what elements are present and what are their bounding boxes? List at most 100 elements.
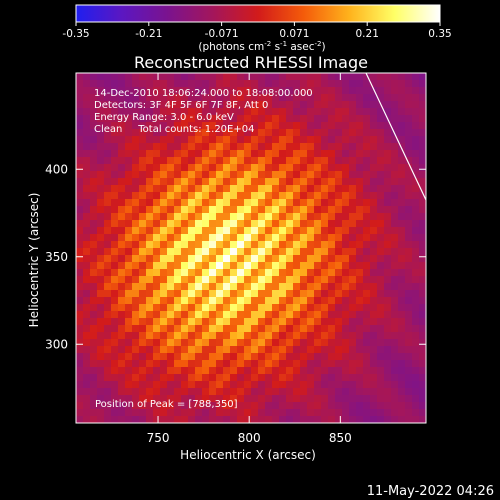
image-cell [293, 213, 301, 221]
image-cell [83, 409, 91, 417]
image-cell [216, 360, 224, 368]
image-cell [237, 199, 245, 207]
image-cell [377, 227, 385, 235]
image-cell [146, 353, 154, 361]
image-cell [286, 213, 294, 221]
colorbar-tick-label: -0.071 [205, 28, 239, 40]
x-axis-label: Heliocentric X (arcsec) [180, 448, 316, 462]
image-cell [181, 164, 189, 172]
peak-label: Position of Peak = [788,350] [95, 399, 238, 410]
image-cell [377, 269, 385, 277]
image-cell [321, 332, 329, 340]
image-cell [405, 395, 413, 403]
image-cell [174, 311, 182, 319]
image-cell [188, 325, 196, 333]
image-cell [251, 101, 259, 109]
image-cell [398, 325, 406, 333]
image-cell [90, 346, 98, 354]
image-cell [398, 297, 406, 305]
image-cell [223, 353, 231, 361]
image-cell [342, 409, 350, 417]
image-cell [307, 129, 315, 137]
image-cell [258, 129, 266, 137]
image-cell [153, 171, 161, 179]
image-cell [230, 388, 238, 396]
image-cell [153, 234, 161, 242]
image-cell [139, 143, 147, 151]
image-cell [90, 115, 98, 123]
image-cell [216, 339, 224, 347]
image-cell [363, 178, 371, 186]
image-cell [272, 360, 280, 368]
image-cell [174, 129, 182, 137]
image-cell [188, 332, 196, 340]
image-cell [286, 283, 294, 291]
image-cell [244, 255, 252, 263]
image-cell [300, 381, 308, 389]
image-cell [265, 332, 273, 340]
image-cell [160, 374, 168, 382]
image-cell [349, 297, 357, 305]
image-cell [223, 185, 231, 193]
image-cell [146, 143, 154, 151]
image-cell [370, 297, 378, 305]
image-cell [384, 276, 392, 284]
image-cell [342, 374, 350, 382]
image-cell [209, 367, 217, 375]
image-cell [293, 185, 301, 193]
image-cell [363, 157, 371, 165]
image-cell [83, 367, 91, 375]
image-cell [293, 80, 301, 88]
image-cell [111, 297, 119, 305]
image-cell [328, 346, 336, 354]
image-cell [328, 227, 336, 235]
image-cell [111, 367, 119, 375]
image-cell [202, 213, 210, 221]
image-cell [132, 227, 140, 235]
image-cell [195, 206, 203, 214]
image-cell [405, 374, 413, 382]
image-cell [286, 192, 294, 200]
image-cell [307, 199, 315, 207]
image-cell [118, 332, 126, 340]
image-cell [181, 122, 189, 130]
image-cell [328, 297, 336, 305]
image-cell [76, 262, 84, 270]
image-cell [188, 185, 196, 193]
image-cell [174, 80, 182, 88]
image-cell [300, 395, 308, 403]
image-cell [300, 304, 308, 312]
image-cell [363, 213, 371, 221]
image-cell [412, 213, 420, 221]
image-cell [195, 178, 203, 186]
image-cell [342, 290, 350, 298]
image-cell [188, 374, 196, 382]
image-cell [97, 87, 105, 95]
image-cell [160, 367, 168, 375]
image-cell [398, 171, 406, 179]
image-cell [419, 227, 426, 235]
image-cell [125, 122, 133, 130]
image-cell [174, 283, 182, 291]
image-cell [419, 143, 426, 151]
image-cell [139, 255, 147, 263]
image-cell [328, 199, 336, 207]
image-cell [314, 136, 322, 144]
image-cell [328, 178, 336, 186]
image-cell [244, 416, 252, 423]
image-cell [230, 353, 238, 361]
image-cell [237, 353, 245, 361]
image-cell [223, 101, 231, 109]
image-cell [118, 157, 126, 165]
image-cell [356, 346, 364, 354]
image-cell [342, 115, 350, 123]
image-cell [363, 304, 371, 312]
image-cell [202, 297, 210, 305]
image-cell [307, 101, 315, 109]
image-cell [412, 115, 420, 123]
image-cell [279, 80, 287, 88]
image-cell [132, 381, 140, 389]
image-cell [167, 192, 175, 200]
image-cell [153, 402, 161, 410]
image-cell [279, 136, 287, 144]
